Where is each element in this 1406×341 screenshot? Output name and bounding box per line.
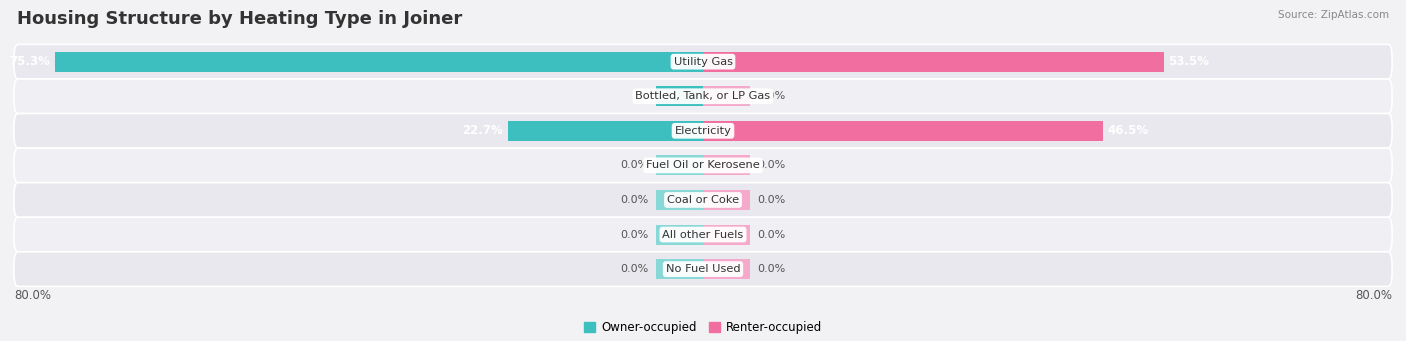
Text: 22.7%: 22.7% <box>463 124 503 137</box>
Text: 0.0%: 0.0% <box>620 264 648 274</box>
Text: Fuel Oil or Kerosene: Fuel Oil or Kerosene <box>647 160 759 170</box>
Bar <box>655 51 703 72</box>
Bar <box>655 224 703 244</box>
Text: 46.5%: 46.5% <box>1108 124 1149 137</box>
Text: 53.5%: 53.5% <box>1168 55 1209 68</box>
Text: 0.0%: 0.0% <box>758 229 786 239</box>
Text: 0.0%: 0.0% <box>620 160 648 170</box>
Text: 75.3%: 75.3% <box>10 55 51 68</box>
Legend: Owner-occupied, Renter-occupied: Owner-occupied, Renter-occupied <box>579 316 827 339</box>
Bar <box>655 155 703 175</box>
FancyBboxPatch shape <box>14 114 1392 148</box>
Bar <box>685 86 703 106</box>
Text: 0.0%: 0.0% <box>620 195 648 205</box>
FancyBboxPatch shape <box>14 183 1392 217</box>
FancyBboxPatch shape <box>14 79 1392 114</box>
FancyBboxPatch shape <box>14 252 1392 286</box>
Bar <box>655 190 703 210</box>
Bar <box>703 51 1164 72</box>
Text: No Fuel Used: No Fuel Used <box>665 264 741 274</box>
Text: Source: ZipAtlas.com: Source: ZipAtlas.com <box>1278 10 1389 20</box>
Bar <box>655 121 703 141</box>
Text: 0.0%: 0.0% <box>758 160 786 170</box>
Text: 0.0%: 0.0% <box>758 91 786 101</box>
Bar <box>55 51 703 72</box>
FancyBboxPatch shape <box>14 44 1392 79</box>
Bar <box>703 121 1104 141</box>
Bar <box>703 121 751 141</box>
Text: 2.1%: 2.1% <box>648 90 681 103</box>
Text: Bottled, Tank, or LP Gas: Bottled, Tank, or LP Gas <box>636 91 770 101</box>
FancyBboxPatch shape <box>14 148 1392 183</box>
Text: 80.0%: 80.0% <box>14 289 51 302</box>
Text: 0.0%: 0.0% <box>620 229 648 239</box>
FancyBboxPatch shape <box>14 217 1392 252</box>
Bar <box>508 121 703 141</box>
Text: 80.0%: 80.0% <box>1355 289 1392 302</box>
Bar <box>703 224 751 244</box>
Text: Utility Gas: Utility Gas <box>673 57 733 66</box>
Bar <box>655 86 703 106</box>
Bar <box>703 155 751 175</box>
Text: 0.0%: 0.0% <box>758 264 786 274</box>
Bar <box>655 259 703 279</box>
Bar <box>703 51 751 72</box>
Text: All other Fuels: All other Fuels <box>662 229 744 239</box>
Bar <box>703 190 751 210</box>
Bar <box>703 86 751 106</box>
Text: Housing Structure by Heating Type in Joiner: Housing Structure by Heating Type in Joi… <box>17 10 463 28</box>
Text: Electricity: Electricity <box>675 126 731 136</box>
Text: 0.0%: 0.0% <box>758 195 786 205</box>
Text: Coal or Coke: Coal or Coke <box>666 195 740 205</box>
Bar <box>703 259 751 279</box>
